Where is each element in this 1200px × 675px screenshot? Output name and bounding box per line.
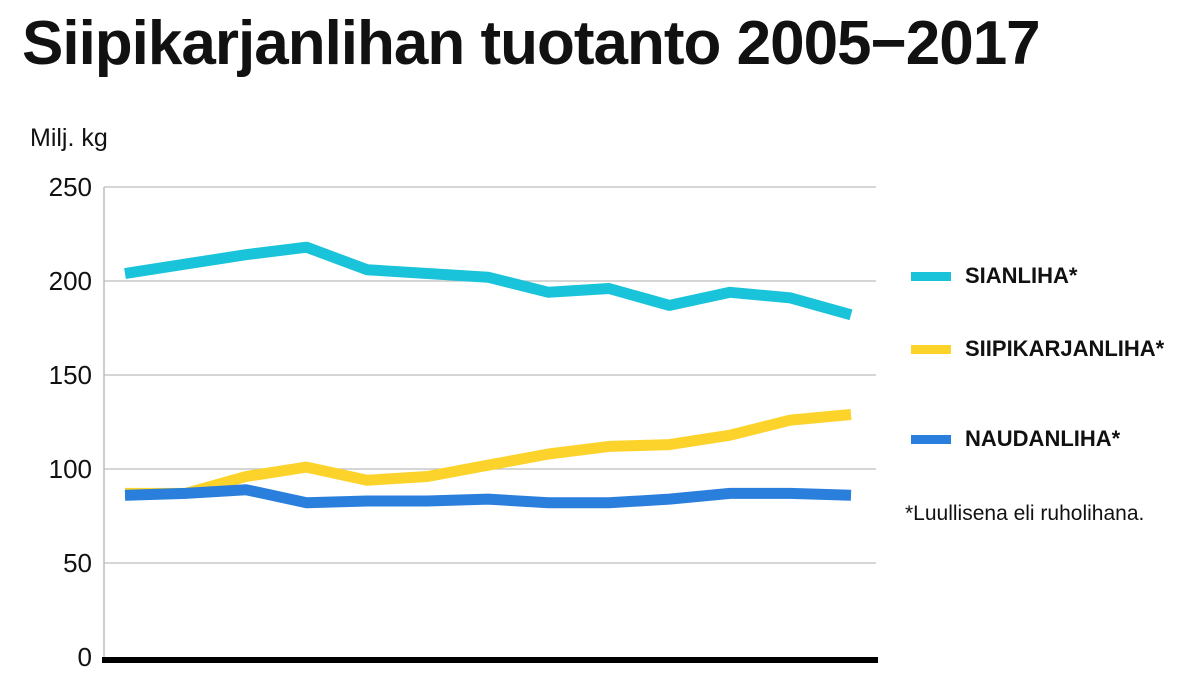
series-line-naudanliha [124, 484, 852, 509]
legend-label-sianliha: SIANLIHA* [965, 263, 1078, 288]
legend-item-siipikarjanliha: SIIPIKARJANLIHA* [911, 334, 1164, 364]
series-line-sianliha [124, 241, 853, 321]
series-line-siipikarjanliha [125, 409, 852, 499]
x-tick-label-2015: 2015 [701, 672, 759, 675]
legend-label-naudanliha: NAUDANLIHA* [965, 426, 1121, 451]
footnote: *Luullisena eli ruholihana. [905, 502, 1145, 525]
y-tick-label-50: 50 [63, 548, 92, 578]
y-tick-label-150: 150 [49, 360, 92, 390]
x-tick-label-2005: 2005 [96, 672, 154, 675]
x-tick-label-2017: 2017 [822, 672, 880, 675]
legend-item-naudanliha: NAUDANLIHA* [911, 424, 1120, 454]
y-tick-label-250: 250 [49, 172, 92, 202]
legend-label-siipikarjanliha: SIIPIKARJANLIHA* [965, 336, 1165, 361]
y-tick-label-200: 200 [49, 266, 92, 296]
chart-title: Siipikarjanlihan tuotanto 2005−2017 [22, 9, 1041, 78]
y-axis-label: Milj. kg [30, 124, 108, 152]
legend-swatch-siipikarjanliha [911, 344, 951, 354]
legend-item-sianliha: SIANLIHA* [911, 261, 1077, 291]
y-tick-label-0: 0 [78, 642, 92, 672]
legend-swatch-sianliha [911, 271, 951, 281]
y-tick-label-100: 100 [49, 454, 92, 484]
legend-swatch-naudanliha [911, 434, 951, 444]
x-tick-label-2010: 2010 [399, 672, 457, 675]
